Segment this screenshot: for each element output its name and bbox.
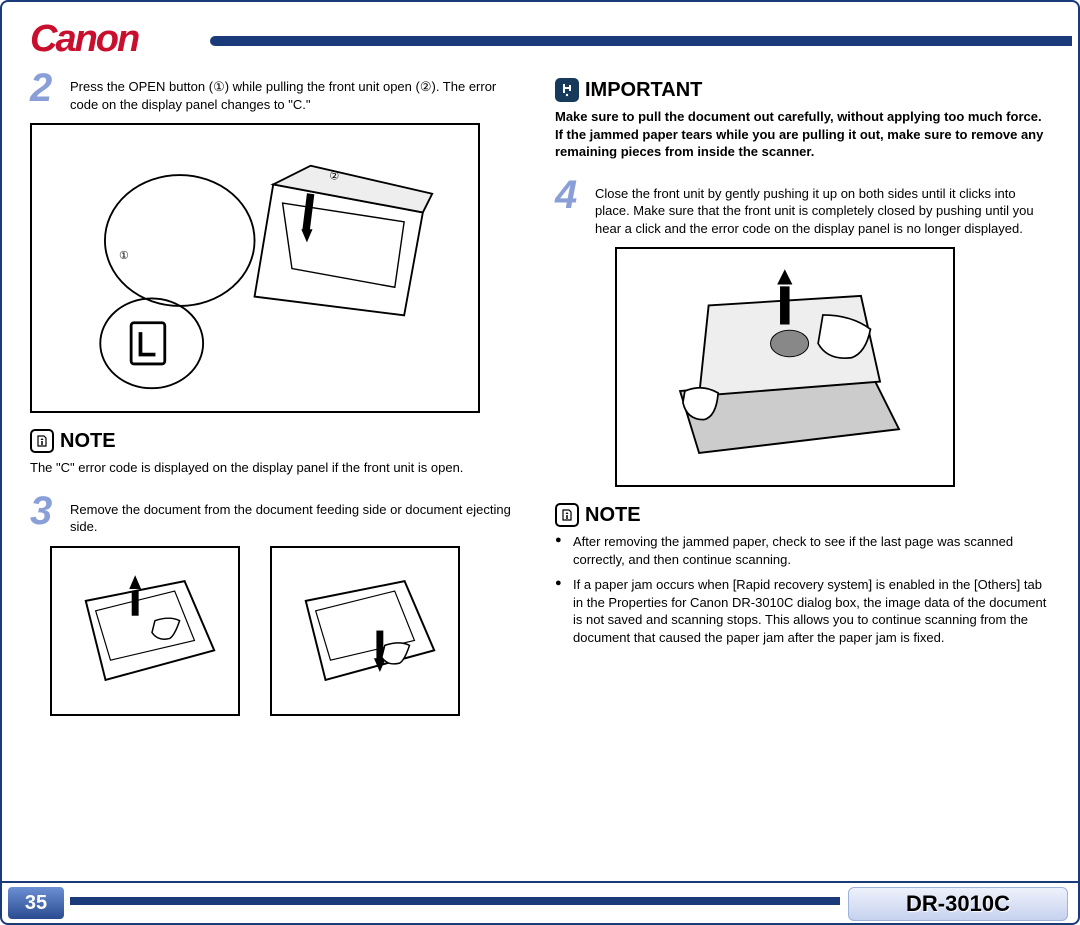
important-title: IMPORTANT bbox=[585, 79, 702, 102]
remove-doc-feed-illustration bbox=[66, 560, 224, 701]
note-callout-1: NOTE bbox=[30, 429, 525, 453]
page-number: 35 bbox=[25, 892, 47, 915]
note-callout-2: NOTE bbox=[555, 503, 1050, 527]
footer-divider bbox=[70, 897, 840, 905]
left-column: 2 Press the OPEN button (①) while pullin… bbox=[30, 70, 525, 865]
note-body: The "C" error code is displayed on the d… bbox=[30, 459, 525, 477]
step-3: 3 Remove the document from the document … bbox=[30, 493, 525, 536]
model-badge: DR-3010C bbox=[848, 887, 1068, 921]
note-icon bbox=[555, 503, 579, 527]
step-number: 2 bbox=[30, 70, 58, 113]
note-title: NOTE bbox=[60, 430, 116, 453]
svg-text:①: ① bbox=[119, 250, 129, 262]
important-body: Make sure to pull the document out caref… bbox=[555, 108, 1050, 161]
footer: 35 DR-3010C bbox=[0, 881, 1080, 925]
note-title: NOTE bbox=[585, 504, 641, 527]
step-number: 4 bbox=[555, 177, 583, 238]
svg-text:②: ② bbox=[330, 170, 340, 182]
important-icon bbox=[555, 78, 579, 102]
header-bar bbox=[210, 36, 1072, 46]
remove-doc-eject-illustration bbox=[286, 560, 444, 701]
figure-row-step3 bbox=[50, 546, 525, 716]
page-number-box: 35 bbox=[8, 887, 64, 919]
close-scanner-illustration bbox=[642, 267, 928, 468]
note-bullet-item: If a paper jam occurs when [Rapid recove… bbox=[555, 576, 1050, 646]
figure-step4 bbox=[615, 247, 955, 487]
step-number: 3 bbox=[30, 493, 58, 536]
step-text: Press the OPEN button (①) while pulling … bbox=[70, 70, 525, 113]
step-text: Remove the document from the document fe… bbox=[70, 493, 525, 536]
note-icon bbox=[30, 429, 54, 453]
note-bullet-item: After removing the jammed paper, check t… bbox=[555, 533, 1050, 568]
important-callout: IMPORTANT bbox=[555, 78, 1050, 102]
step-2: 2 Press the OPEN button (①) while pullin… bbox=[30, 70, 525, 113]
step-text: Close the front unit by gently pushing i… bbox=[595, 177, 1050, 238]
figure-step2: ② ① bbox=[30, 123, 480, 413]
content-area: 2 Press the OPEN button (①) while pullin… bbox=[30, 70, 1050, 865]
step-4: 4 Close the front unit by gently pushing… bbox=[555, 177, 1050, 238]
figure-step3b bbox=[270, 546, 460, 716]
scanner-open-illustration: ② ① bbox=[65, 147, 444, 390]
model-name: DR-3010C bbox=[906, 891, 1010, 917]
figure-step3a bbox=[50, 546, 240, 716]
right-column: IMPORTANT Make sure to pull the document… bbox=[555, 70, 1050, 865]
note-bullets: After removing the jammed paper, check t… bbox=[555, 533, 1050, 646]
brand-logo: Canon bbox=[30, 18, 138, 61]
